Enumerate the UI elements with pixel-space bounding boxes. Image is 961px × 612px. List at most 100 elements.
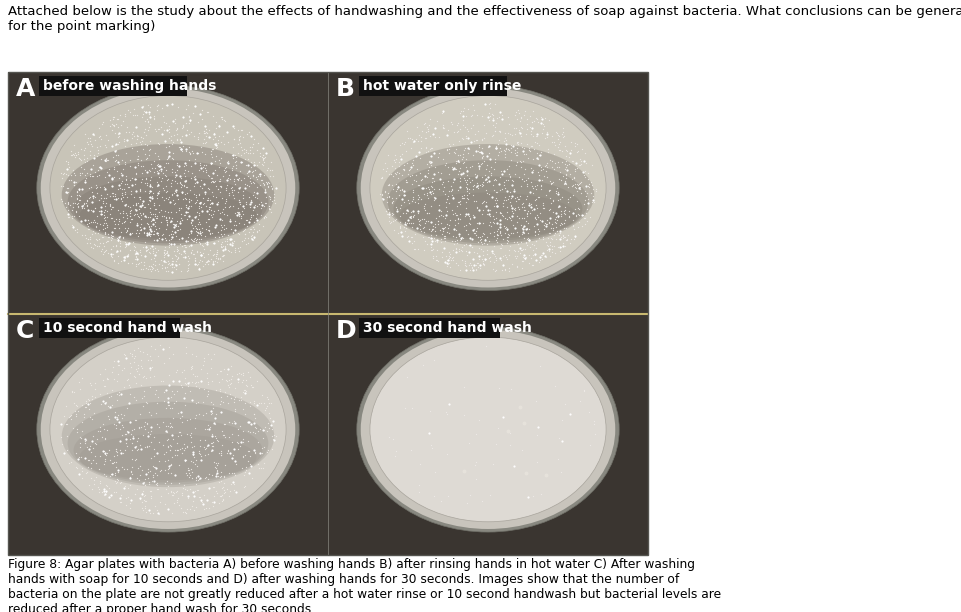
Point [424,151,439,161]
Point [192,109,208,119]
Point [166,239,182,248]
Point [149,470,164,480]
Point [164,403,180,412]
Point [462,214,478,224]
Point [114,365,130,375]
Point [98,140,113,150]
Point [435,211,451,221]
Point [509,227,525,237]
Point [190,227,206,237]
Point [185,248,201,258]
Point [487,266,503,276]
Point [579,204,595,214]
Point [471,126,486,136]
Point [206,249,221,259]
Point [207,491,222,501]
Point [400,231,415,241]
Point [163,239,179,249]
Point [53,433,68,442]
Point [204,498,219,507]
Point [422,162,437,171]
Point [178,379,193,389]
Point [208,414,223,424]
Point [393,154,408,164]
Point [206,256,221,266]
Point [514,113,530,122]
Point [452,197,467,207]
Point [182,472,197,482]
Point [188,473,204,483]
Point [233,131,248,141]
Point [514,245,530,255]
Point [98,218,113,228]
Point [510,195,526,204]
Point [141,441,157,451]
Point [128,261,143,271]
Point [139,114,155,124]
Point [183,470,198,480]
Point [112,493,128,503]
Point [555,234,571,244]
Point [407,210,422,220]
Point [404,162,419,171]
Point [185,148,201,158]
Point [446,245,461,255]
Point [171,479,186,488]
Point [455,242,470,252]
Point [180,166,195,176]
Point [111,180,127,190]
Point [134,201,149,211]
Point [134,132,149,141]
Point [130,132,145,141]
Point [120,427,136,437]
Point [469,196,484,206]
Point [189,177,205,187]
Point [260,419,276,428]
Point [224,430,239,439]
Point [165,230,181,239]
Point [111,173,127,183]
Point [179,130,194,140]
Point [142,486,158,496]
Point [69,193,85,203]
Point [110,166,125,176]
Point [163,487,179,497]
Point [226,477,241,487]
Point [516,213,531,223]
Point [215,494,231,504]
Point [381,150,396,160]
Point [107,172,122,182]
Point [499,139,514,149]
Point [230,176,245,185]
Point [571,217,586,227]
Point [159,248,174,258]
Point [128,455,143,465]
Point [149,448,164,458]
Point [234,157,249,167]
Point [192,239,208,248]
Point [140,199,156,209]
Point [177,158,192,168]
Point [134,444,149,453]
Point [181,259,196,269]
Point [388,169,404,179]
Point [162,217,178,227]
Point [186,132,202,141]
Point [500,225,515,234]
Point [127,241,142,250]
Point [442,249,457,259]
Point [498,264,513,274]
Point [157,256,172,266]
Point [135,136,150,146]
Point [506,184,522,194]
Point [117,242,133,252]
Point [182,114,197,124]
Point [113,177,129,187]
Point [221,375,236,384]
Point [115,422,131,432]
Point [147,221,162,231]
Point [88,221,104,231]
Point [492,107,507,117]
Point [452,209,467,219]
Point [515,253,530,263]
